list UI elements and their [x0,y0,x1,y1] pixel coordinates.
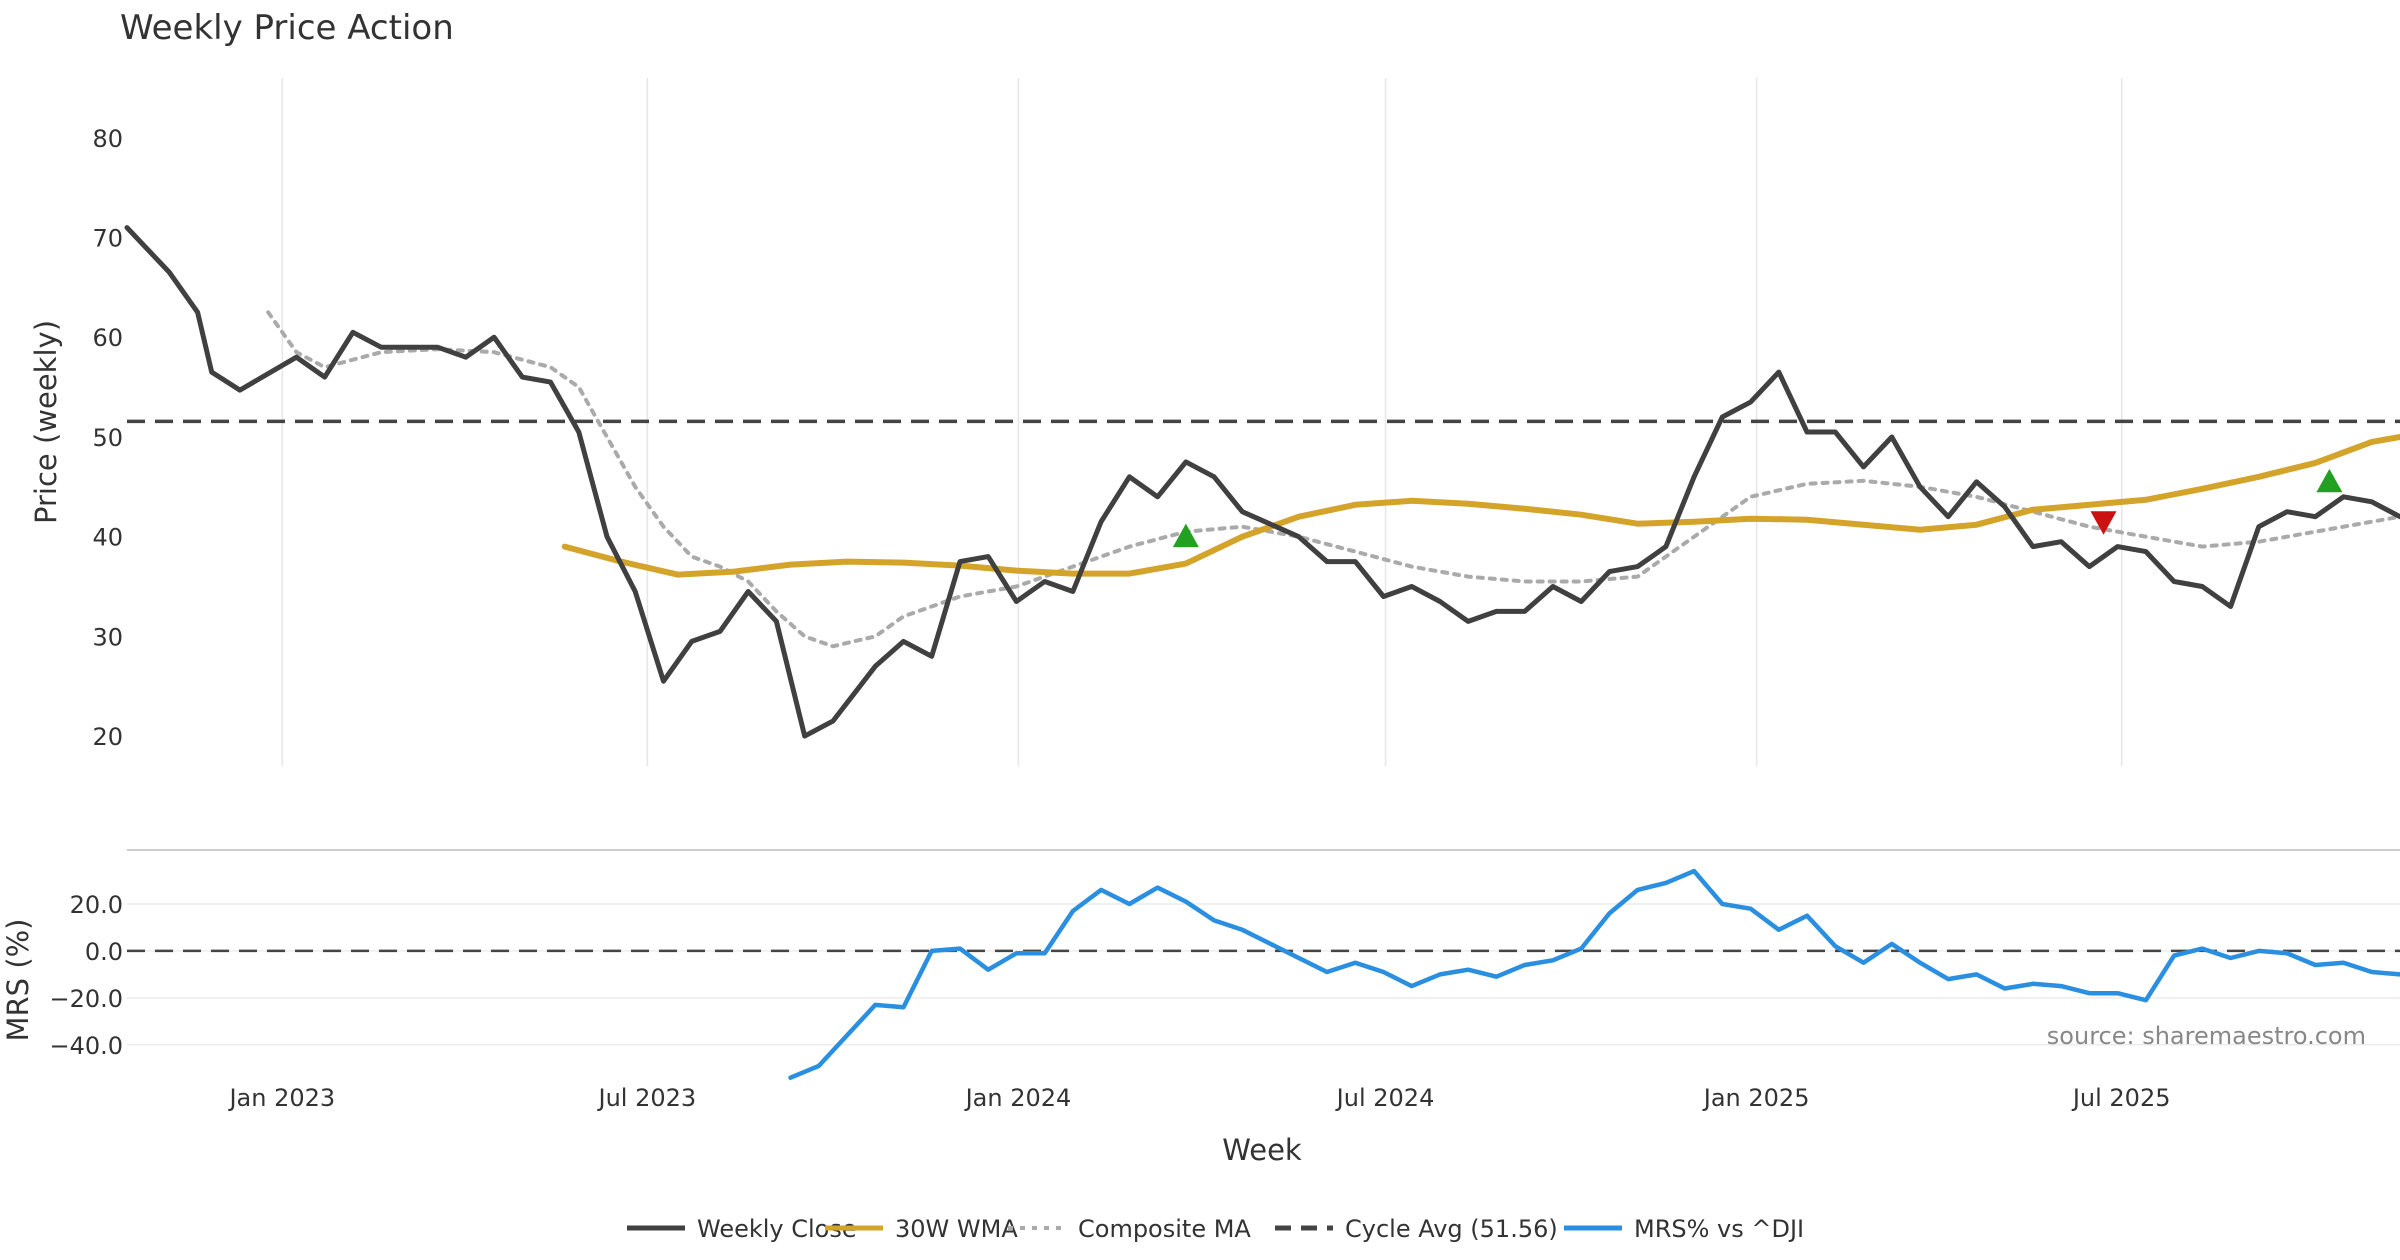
price-series [124,225,2400,739]
price-y-tick-label: 60 [92,324,123,352]
mrs-series [788,868,2400,1080]
legend: Weekly Close 30W WMA Composite MA Cycle Avg… [627,1215,1804,1243]
mrs-y-tick-label: 0.0 [85,938,123,966]
legend-label: 30W WMA [895,1215,1018,1243]
legend-label: Cycle Avg (51.56) [1345,1215,1558,1243]
series-composite-ma [266,310,2400,649]
mrs-y-tick-label: −20.0 [49,985,123,1013]
legend-label: Composite MA [1078,1215,1251,1243]
chart-title: Weekly Price Action [120,8,454,48]
price-y-tick-label: 20 [92,723,123,751]
price-y-tick-label: 40 [92,524,123,552]
series-30w-wma [561,434,2400,578]
mrs-y-tick-label: 20.0 [70,891,123,919]
reference-lines [127,419,2400,953]
price-y-tick-label: 70 [92,225,123,253]
mrs-y-ticks: 20.0 0.0 −20.0 −40.0 [49,891,123,1060]
series-weekly-close [124,225,2400,739]
x-axis-ticks: Jan 2023 Jul 2023 Jan 2024 Jul 2024 Jan 2025… [227,1084,2170,1112]
price-y-tick-label: 80 [92,125,123,153]
mrs-y-tick-label: −40.0 [49,1032,123,1060]
source-note: source: sharemaestro.com [2047,1022,2366,1050]
x-axis-label: Week [1222,1133,1302,1167]
x-tick-label: Jul 2023 [597,1084,697,1112]
series-mrs-vs-dji [788,868,2400,1080]
x-tick-label: Jan 2025 [1702,1084,1810,1112]
buy-signal-marker [2316,468,2343,493]
price-y-axis-label: Price (weekly) [29,320,63,524]
price-y-tick-label: 50 [92,424,123,452]
legend-label: MRS% vs ^DJI [1634,1215,1804,1243]
x-tick-label: Jan 2023 [227,1084,335,1112]
signal-markers [1172,468,2343,548]
gridlines [127,78,2400,1046]
price-y-tick-label: 30 [92,623,123,651]
x-tick-label: Jul 2025 [2071,1084,2171,1112]
sell-signal-marker [2090,511,2117,535]
price-y-ticks: 20 30 40 50 60 70 80 [92,125,123,751]
x-tick-label: Jan 2024 [964,1084,1072,1112]
mrs-y-axis-label: MRS (%) [1,919,35,1042]
x-tick-label: Jul 2024 [1335,1084,1435,1112]
buy-signal-marker [1172,523,1199,548]
